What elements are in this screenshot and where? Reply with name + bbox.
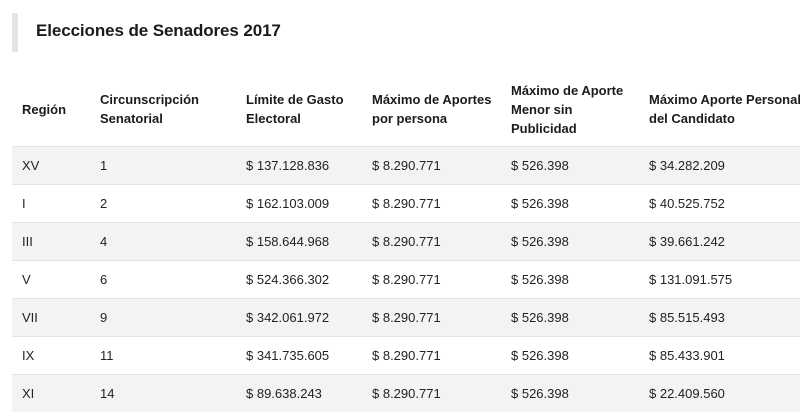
cell-region: XI — [12, 374, 90, 412]
cell-circunscripcion: 4 — [90, 222, 236, 261]
cell-circunscripcion: 2 — [90, 184, 236, 223]
cell-aporte-menor: $ 526.398 — [501, 184, 639, 223]
header-aporte-candidato: Máximo Aporte Personal del Candidato — [649, 92, 800, 126]
table-header: Región Circunscripción Senatorial Límite… — [12, 72, 800, 147]
senate-elections-table: Región Circunscripción Senatorial Límite… — [12, 72, 800, 412]
cell-limite-gasto: $ 158.644.968 — [236, 222, 362, 261]
cell-aporte-candidato: $ 131.091.575 — [639, 260, 800, 299]
cell-aporte-candidato: $ 40.525.752 — [639, 184, 800, 223]
cell-circunscripcion: 11 — [90, 336, 236, 375]
cell-aporte-menor: $ 526.398 — [501, 374, 639, 412]
cell-aporte-menor: $ 526.398 — [501, 260, 639, 299]
cell-aporte-candidato: $ 34.282.209 — [639, 146, 800, 185]
cell-circunscripcion: 9 — [90, 298, 236, 337]
table-row: VII 9 $ 342.061.972 $ 8.290.771 $ 526.39… — [12, 298, 800, 337]
table-row: V 6 $ 524.366.302 $ 8.290.771 $ 526.398 … — [12, 260, 800, 299]
cell-circunscripcion: 6 — [90, 260, 236, 299]
cell-aporte-menor: $ 526.398 — [501, 336, 639, 375]
cell-maximo-aportes: $ 8.290.771 — [362, 260, 501, 299]
page-title: Elecciones de Senadores 2017 — [36, 21, 281, 40]
cell-region: VII — [12, 298, 90, 337]
cell-aporte-candidato: $ 85.515.493 — [639, 298, 800, 337]
cell-maximo-aportes: $ 8.290.771 — [362, 184, 501, 223]
cell-limite-gasto: $ 162.103.009 — [236, 184, 362, 223]
header-aporte-menor: Máximo de Aporte Menor sin Publicidad — [511, 82, 624, 136]
header-region: Región — [22, 101, 67, 117]
cell-limite-gasto: $ 137.128.836 — [236, 146, 362, 185]
cell-maximo-aportes: $ 8.290.771 — [362, 336, 501, 375]
cell-region: IX — [12, 336, 90, 375]
cell-maximo-aportes: $ 8.290.771 — [362, 374, 501, 412]
header-limite-gasto: Límite de Gasto Electoral — [246, 92, 344, 126]
cell-limite-gasto: $ 341.735.605 — [236, 336, 362, 375]
cell-aporte-menor: $ 526.398 — [501, 222, 639, 261]
cell-aporte-candidato: $ 39.661.242 — [639, 222, 800, 261]
cell-region: I — [12, 184, 90, 223]
table-row: IX 11 $ 341.735.605 $ 8.290.771 $ 526.39… — [12, 336, 800, 375]
cell-region: XV — [12, 146, 90, 185]
cell-limite-gasto: $ 524.366.302 — [236, 260, 362, 299]
header-maximo-aportes: Máximo de Aportes por persona — [372, 92, 492, 126]
table-row: III 4 $ 158.644.968 $ 8.290.771 $ 526.39… — [12, 222, 800, 261]
cell-aporte-menor: $ 526.398 — [501, 298, 639, 337]
cell-circunscripcion: 14 — [90, 374, 236, 412]
cell-limite-gasto: $ 89.638.243 — [236, 374, 362, 412]
header-circunscripcion: Circunscripción Senatorial — [100, 92, 199, 126]
cell-region: III — [12, 222, 90, 261]
cell-region: V — [12, 260, 90, 299]
cell-aporte-candidato: $ 85.433.901 — [639, 336, 800, 375]
cell-aporte-menor: $ 526.398 — [501, 146, 639, 185]
cell-maximo-aportes: $ 8.290.771 — [362, 146, 501, 185]
table-body: XV 1 $ 137.128.836 $ 8.290.771 $ 526.398… — [12, 146, 800, 412]
title-block: Elecciones de Senadores 2017 — [12, 13, 800, 52]
table-row: XI 14 $ 89.638.243 $ 8.290.771 $ 526.398… — [12, 374, 800, 412]
table-row: XV 1 $ 137.128.836 $ 8.290.771 $ 526.398… — [12, 146, 800, 185]
header-row: Región Circunscripción Senatorial Límite… — [12, 72, 800, 147]
cell-limite-gasto: $ 342.061.972 — [236, 298, 362, 337]
cell-circunscripcion: 1 — [90, 146, 236, 185]
cell-maximo-aportes: $ 8.290.771 — [362, 298, 501, 337]
table-row: I 2 $ 162.103.009 $ 8.290.771 $ 526.398 … — [12, 184, 800, 223]
cell-maximo-aportes: $ 8.290.771 — [362, 222, 501, 261]
cell-aporte-candidato: $ 22.409.560 — [639, 374, 800, 412]
